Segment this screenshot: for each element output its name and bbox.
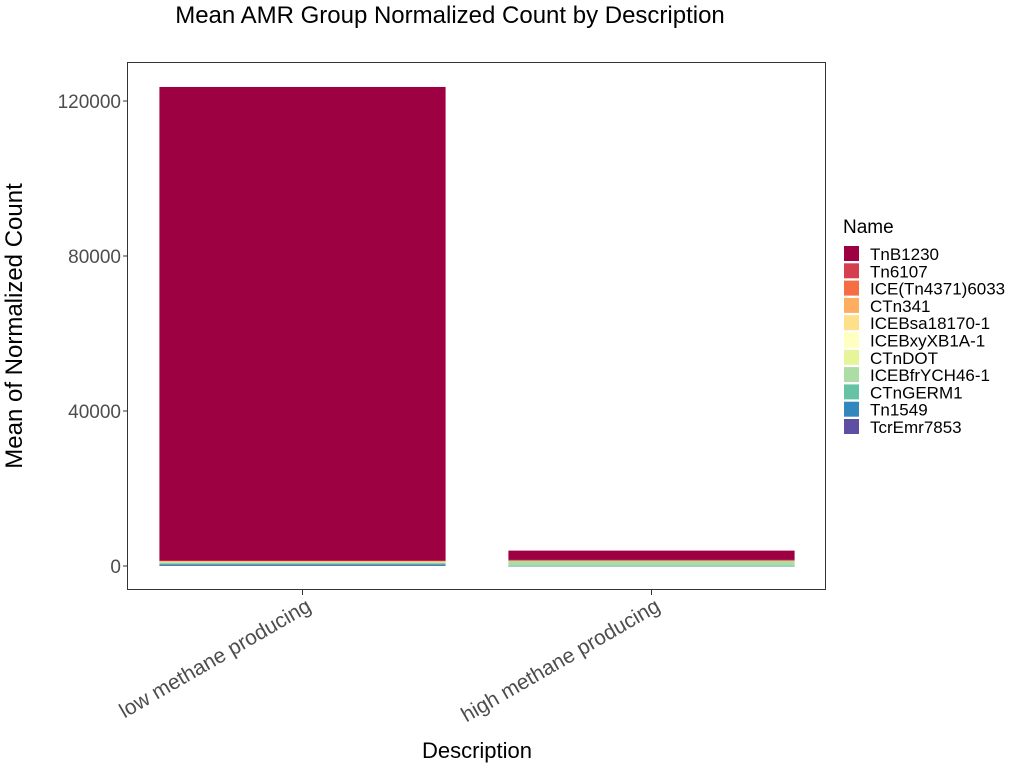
legend-label: CTnDOT bbox=[870, 349, 938, 368]
bar-segment-icebfrych46-1-0 bbox=[159, 562, 446, 564]
bar-segment-ctndot-0 bbox=[159, 561, 446, 563]
legend-key bbox=[844, 280, 859, 296]
legend-key bbox=[844, 384, 859, 400]
x-axis: low methane producing high methane produc… bbox=[115, 590, 664, 727]
legend-label: TnB1230 bbox=[870, 245, 939, 264]
legend-label: Tn6107 bbox=[870, 262, 928, 281]
bar-segment-tn6107-1 bbox=[508, 559, 795, 561]
y-tick-label: 80000 bbox=[68, 247, 121, 268]
legend-label: CTn341 bbox=[870, 297, 930, 316]
legend-key bbox=[844, 315, 859, 331]
chart-title: Mean AMR Group Normalized Count by Descr… bbox=[175, 2, 725, 29]
bar-segment-tcremr7853-0 bbox=[159, 565, 446, 566]
legend-key bbox=[844, 401, 859, 417]
bar-segment-tn1549-0 bbox=[159, 564, 446, 566]
legend-key bbox=[844, 332, 859, 348]
legend-key bbox=[844, 297, 859, 313]
bar-segment-ctngerm1-0 bbox=[159, 563, 446, 565]
plot-panel-border bbox=[127, 62, 826, 590]
bar-segment-icebfrych46-1-1 bbox=[508, 561, 795, 566]
bar-segment-ctngerm1-1 bbox=[508, 565, 795, 567]
legend-key bbox=[844, 263, 859, 279]
y-axis: 0 40000 80000 120000 bbox=[58, 92, 128, 578]
legend-label: ICEBxyXB1A-1 bbox=[870, 332, 985, 351]
legend-label: TcrEmr7853 bbox=[870, 418, 962, 437]
legend: Name TnB1230Tn6107ICE(Tn4371)6033CTn341I… bbox=[843, 217, 1005, 437]
bar-segment-tn6107-0 bbox=[159, 560, 446, 562]
legend-label: ICEBfrYCH46-1 bbox=[870, 366, 990, 385]
x-axis-title: Description bbox=[422, 738, 532, 763]
y-tick-label: 40000 bbox=[68, 402, 121, 423]
x-tick-label: high methane producing bbox=[457, 594, 664, 727]
y-tick-label: 120000 bbox=[58, 92, 121, 113]
y-tick-label: 0 bbox=[110, 557, 121, 578]
x-tick-label: low methane producing bbox=[115, 594, 315, 722]
bar-segment-tnb1230-0 bbox=[159, 86, 446, 561]
legend-label: Tn1549 bbox=[870, 401, 928, 420]
legend-label: CTnGERM1 bbox=[870, 383, 963, 402]
legend-label: ICE(Tn4371)6033 bbox=[870, 280, 1005, 299]
legend-key bbox=[844, 349, 859, 365]
bars-layer bbox=[159, 86, 795, 567]
legend-key bbox=[844, 246, 859, 261]
y-axis-title: Mean of Normalized Count bbox=[1, 183, 28, 469]
legend-key bbox=[844, 419, 859, 434]
legend-label: ICEBsa18170-1 bbox=[870, 314, 990, 333]
legend-key bbox=[844, 367, 859, 383]
legend-title: Name bbox=[843, 217, 894, 238]
bar-segment-tnb1230-1 bbox=[508, 550, 795, 560]
